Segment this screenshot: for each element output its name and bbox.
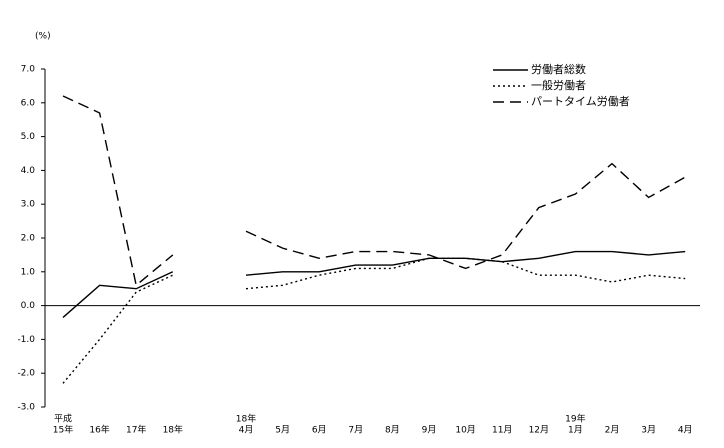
x-tick-label: 2月 <box>605 425 620 436</box>
x-tick-label: 18年 <box>163 424 183 436</box>
x-tick-label: 6月 <box>312 425 327 436</box>
series-line <box>62 257 686 384</box>
legend-label: 一般労働者 <box>531 78 586 92</box>
x-tick-label: 4月 <box>678 425 693 436</box>
y-unit-label: (%) <box>35 32 51 42</box>
y-tick-label: -2.0 <box>17 369 35 379</box>
x-tick-label: 12月 <box>529 425 549 436</box>
x-tick-label: 5月 <box>275 425 290 436</box>
x-tick-label: 9月 <box>422 425 437 436</box>
series-line <box>62 95 686 287</box>
y-tick-label: 4.0 <box>21 166 36 176</box>
y-tick-label: 7.0 <box>21 65 36 75</box>
x-tick-label: 8月 <box>385 425 400 436</box>
x-tick-label: 15年 <box>53 424 73 436</box>
y-tick-label: -1.0 <box>17 335 35 345</box>
y-tick-label: 1.0 <box>21 267 36 277</box>
legend-label: パートタイム労働者 <box>531 94 630 108</box>
x-group-label: 平成 <box>54 413 72 425</box>
y-tick-label: 6.0 <box>21 98 36 108</box>
x-tick-label: 1月 <box>568 425 583 436</box>
y-tick-label: 2.0 <box>21 234 36 244</box>
x-tick-label: 7月 <box>348 425 363 436</box>
series-line <box>62 250 686 318</box>
y-tick-label: 0.0 <box>21 301 36 311</box>
x-tick-label: 3月 <box>641 425 656 436</box>
x-tick-label: 16年 <box>89 424 109 436</box>
x-tick-label: 4月 <box>239 425 254 436</box>
x-tick-label: 17年 <box>126 424 146 436</box>
y-tick-label: 3.0 <box>21 200 36 210</box>
x-group-label: 18年 <box>236 413 256 425</box>
x-tick-label: 11月 <box>492 425 512 436</box>
y-tick-label: 5.0 <box>21 132 36 142</box>
x-tick-label: 10月 <box>455 425 475 436</box>
legend-label: 労働者総数 <box>531 62 586 76</box>
x-group-label: 19年 <box>565 413 585 425</box>
y-tick-label: -3.0 <box>17 403 35 413</box>
